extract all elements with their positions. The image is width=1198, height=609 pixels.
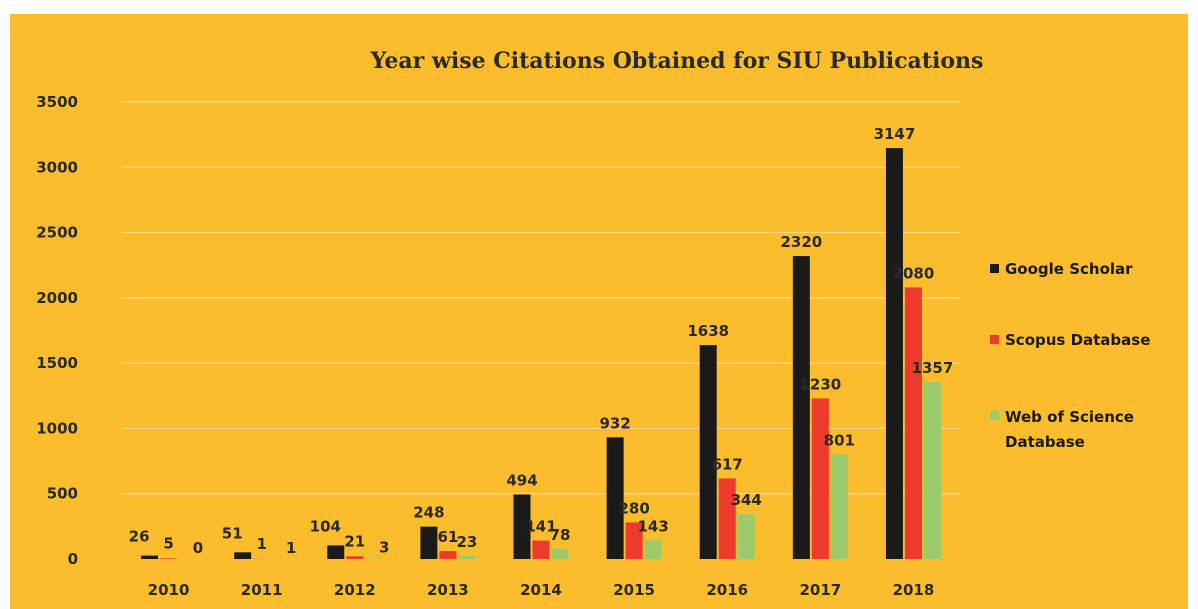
legend: Google Scholar Scopus Database Web of Sc… — [990, 260, 1150, 451]
data-label-web-of-science-database-2010: 0 — [193, 539, 203, 557]
data-label-web-of-science-database-2013: 23 — [456, 533, 477, 551]
legend-swatch-scopus-database — [990, 335, 999, 344]
data-label-scopus-database-2011: 1 — [256, 535, 266, 553]
legend-swatch-web-of-science-database — [990, 411, 999, 420]
data-label-google-scholar-2017: 2320 — [780, 233, 822, 251]
chart-title: Year wise Citations Obtained for SIU Pub… — [370, 48, 984, 74]
data-label-web-of-science-database-2017: 801 — [824, 431, 855, 449]
bar-scopus-database-2018 — [904, 287, 922, 559]
bar-scopus-database-2010 — [160, 558, 178, 559]
bar-google-scholar-2014 — [513, 494, 531, 559]
data-label-google-scholar-2012: 104 — [310, 517, 341, 535]
legend-label-google-scholar: Google Scholar — [1005, 260, 1133, 278]
bar-scopus-database-2014 — [532, 540, 550, 559]
y-tick-label-3500: 3500 — [36, 93, 78, 111]
x-tick-label-2015: 2015 — [613, 581, 655, 599]
bar-google-scholar-2010 — [141, 555, 159, 559]
data-label-scopus-database-2016: 617 — [712, 455, 743, 473]
legend-item-scopus-database: Scopus Database — [990, 331, 1150, 349]
data-label-scopus-database-2012: 21 — [344, 532, 365, 550]
data-label-web-of-science-database-2018: 1357 — [912, 359, 954, 377]
legend-item-web-of-science-database: Web of Science Database — [990, 408, 1134, 451]
legend-item-google-scholar: Google Scholar — [990, 260, 1133, 278]
bar-web-of-science-database-2015 — [644, 540, 662, 559]
data-label-scopus-database-2017: 1230 — [799, 375, 841, 393]
data-label-google-scholar-2015: 932 — [599, 414, 630, 432]
y-tick-label-2500: 2500 — [36, 224, 78, 242]
bar-scopus-database-2015 — [625, 522, 643, 559]
x-tick-label-2014: 2014 — [520, 581, 562, 599]
legend-label-web-of-science: Web of Science — [1005, 408, 1134, 426]
data-label-google-scholar-2013: 248 — [413, 504, 444, 522]
bar-google-scholar-2015 — [606, 437, 624, 559]
legend-label-scopus-database: Scopus Database — [1005, 331, 1150, 349]
gridlines — [122, 101, 960, 495]
legend-swatch-google-scholar — [990, 264, 999, 273]
x-tick-label-2011: 2011 — [241, 581, 283, 599]
legend-label-database: Database — [1005, 433, 1085, 451]
bar-web-of-science-database-2017 — [830, 454, 848, 559]
y-tick-label-1500: 1500 — [36, 354, 78, 372]
bar-google-scholar-2018 — [885, 148, 903, 559]
y-tick-label-3000: 3000 — [36, 158, 78, 176]
data-label-scopus-database-2014: 141 — [525, 518, 556, 536]
data-label-scopus-database-2015: 280 — [618, 499, 649, 517]
x-tick-label-2018: 2018 — [893, 581, 935, 599]
data-label-google-scholar-2011: 51 — [222, 524, 243, 542]
bar-google-scholar-2012 — [327, 545, 345, 559]
bar-web-of-science-database-2018 — [923, 381, 941, 559]
chart-area: Year wise Citations Obtained for SIU Pub… — [10, 14, 1188, 609]
x-tick-label-2017: 2017 — [799, 581, 841, 599]
bar-scopus-database-2017 — [811, 398, 829, 559]
bar-google-scholar-2013 — [420, 526, 438, 559]
data-label-web-of-science-database-2015: 143 — [637, 517, 668, 535]
bar-scopus-database-2013 — [439, 551, 457, 559]
data-label-scopus-database-2018: 2080 — [893, 264, 935, 282]
data-label-google-scholar-2010: 26 — [129, 528, 150, 546]
bar-scopus-database-2016 — [718, 478, 736, 559]
y-axis: 0 500 1000 1500 2000 2500 3000 3500 — [36, 93, 78, 568]
y-tick-label-0: 0 — [68, 550, 78, 568]
bar-google-scholar-2017 — [792, 256, 810, 559]
bar-web-of-science-database-2013 — [458, 555, 476, 559]
bar-scopus-database-2012 — [346, 556, 364, 559]
bar-web-of-science-database-2014 — [551, 548, 569, 559]
bar-google-scholar-2011 — [234, 552, 252, 559]
data-label-google-scholar-2014: 494 — [506, 471, 537, 489]
x-axis: 2010 2011 2012 2013 2014 2015 2016 2017 2018 — [148, 581, 935, 599]
y-tick-label-500: 500 — [47, 485, 78, 503]
data-label-web-of-science-database-2014: 78 — [550, 526, 571, 544]
data-label-web-of-science-database-2011: 1 — [286, 539, 296, 557]
x-tick-label-2012: 2012 — [334, 581, 376, 599]
bars — [141, 148, 941, 559]
bar-web-of-science-database-2016 — [737, 514, 755, 559]
x-tick-label-2010: 2010 — [148, 581, 190, 599]
data-label-google-scholar-2016: 1638 — [687, 322, 729, 340]
x-tick-label-2016: 2016 — [706, 581, 748, 599]
data-label-scopus-database-2010: 5 — [163, 534, 173, 552]
y-tick-label-1000: 1000 — [36, 419, 78, 437]
bar-google-scholar-2016 — [699, 345, 717, 559]
data-label-web-of-science-database-2012: 3 — [379, 539, 389, 557]
data-label-google-scholar-2018: 3147 — [874, 125, 916, 143]
bar-chart: Year wise Citations Obtained for SIU Pub… — [36, 48, 1150, 599]
y-tick-label-2000: 2000 — [36, 289, 78, 307]
data-label-scopus-database-2013: 61 — [437, 528, 458, 546]
data-label-web-of-science-database-2016: 344 — [731, 491, 762, 509]
x-tick-label-2013: 2013 — [427, 581, 469, 599]
